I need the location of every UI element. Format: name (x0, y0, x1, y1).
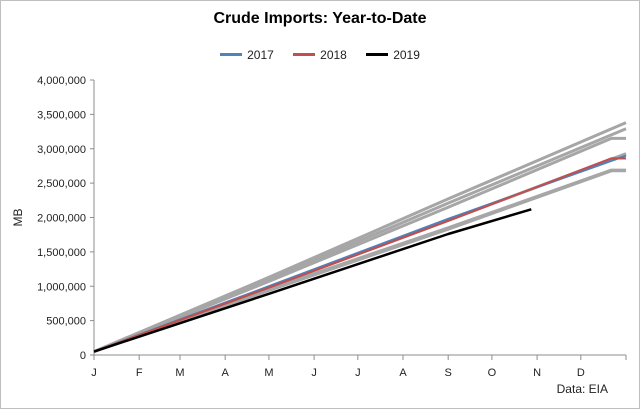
legend-item-2019: 2019 (366, 48, 420, 62)
x-tick-label: M (175, 367, 184, 379)
series-line-2018 (93, 157, 626, 353)
legend-label-2019: 2019 (393, 47, 420, 62)
legend-label-2017: 2017 (247, 47, 274, 62)
y-tick-label: 0 (80, 350, 86, 362)
y-tick-label: 3,500,000 (37, 109, 86, 121)
y-tick-label: 3,000,000 (37, 144, 86, 156)
x-tick-label: N (533, 367, 541, 379)
y-tick-label: 2,000,000 (37, 213, 86, 225)
legend-item-2018: 2018 (293, 48, 347, 62)
series-line-2019 (93, 208, 532, 353)
y-tick-label: 1,000,000 (37, 281, 86, 293)
legend-swatch-2017 (220, 53, 243, 56)
y-tick-label: 500,000 (46, 316, 86, 328)
x-tick-label: A (399, 367, 407, 379)
chart-title: Crude Imports: Year-to-Date (213, 10, 427, 27)
x-tick-label: J (355, 367, 361, 379)
x-tick-label: J (311, 367, 317, 379)
x-tick-label: A (222, 367, 230, 379)
x-tick-label: F (136, 367, 143, 379)
x-tick-label: S (445, 367, 452, 379)
history-series-line-3 (93, 136, 626, 353)
x-tick-label: O (488, 367, 497, 379)
x-tick-label: D (577, 367, 585, 379)
x-tick-label: M (264, 367, 273, 379)
x-tick-label: J (91, 367, 97, 379)
legend-label-2018: 2018 (320, 47, 347, 62)
legend-swatch-2019 (366, 53, 389, 56)
y-tick-label: 4,000,000 (37, 75, 86, 87)
y-tick-label: 2,500,000 (37, 178, 86, 190)
legend-item-2017: 2017 (220, 48, 274, 62)
history-series-line-6 (93, 169, 626, 354)
y-tick-label: 1,500,000 (37, 247, 86, 259)
y-axis-title: MB (11, 209, 25, 227)
legend-swatch-2018 (293, 53, 316, 56)
source-note: Data: EIA (556, 382, 608, 396)
legend: 2017 2018 2019 (0, 45, 640, 62)
